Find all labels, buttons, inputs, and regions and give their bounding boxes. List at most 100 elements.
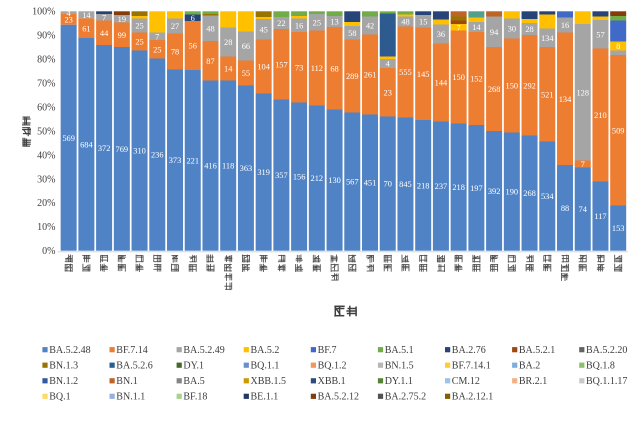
svg-text:14: 14	[224, 65, 233, 74]
svg-text:BE.1.1: BE.1.1	[251, 392, 279, 403]
svg-text:218: 218	[417, 181, 430, 190]
svg-text:509: 509	[612, 126, 625, 135]
svg-text:BA.5.2.12: BA.5.2.12	[318, 392, 359, 403]
svg-text:197: 197	[470, 184, 483, 193]
svg-text:DY.1.1: DY.1.1	[385, 376, 413, 387]
svg-text:BA.5.2.49: BA.5.2.49	[183, 345, 224, 356]
svg-text:BR.2.1: BR.2.1	[519, 376, 547, 387]
svg-text:100%: 100%	[32, 7, 55, 18]
svg-text:70%: 70%	[37, 79, 55, 90]
svg-text:268: 268	[523, 189, 536, 198]
svg-text:30%: 30%	[37, 174, 55, 185]
svg-text:845: 845	[399, 180, 412, 189]
svg-text:134: 134	[559, 95, 572, 104]
svg-text:19: 19	[118, 15, 126, 24]
svg-text:357: 357	[275, 171, 288, 180]
svg-text:CM.12: CM.12	[452, 376, 480, 387]
svg-text:DY.1: DY.1	[183, 361, 204, 372]
svg-text:128: 128	[576, 88, 589, 97]
svg-text:BN.1.5: BN.1.5	[385, 361, 414, 372]
svg-text:70: 70	[384, 180, 392, 189]
svg-text:99: 99	[118, 31, 126, 40]
svg-text:555: 555	[399, 68, 412, 77]
svg-text:68: 68	[330, 64, 338, 73]
svg-text:156: 156	[293, 173, 306, 182]
svg-text:66: 66	[242, 42, 250, 51]
svg-text:BN.1.1: BN.1.1	[116, 392, 145, 403]
svg-text:289: 289	[346, 72, 359, 81]
svg-text:90%: 90%	[37, 31, 55, 42]
svg-text:363: 363	[240, 164, 253, 173]
svg-text:28: 28	[224, 38, 232, 47]
svg-text:7: 7	[102, 13, 106, 22]
svg-text:94: 94	[490, 28, 499, 37]
svg-text:372: 372	[98, 144, 111, 153]
svg-text:BA.2.75.2: BA.2.75.2	[385, 392, 426, 403]
svg-text:BA.5.1: BA.5.1	[385, 345, 414, 356]
svg-text:80%: 80%	[37, 55, 55, 66]
svg-text:BA.5.2.20: BA.5.2.20	[586, 345, 627, 356]
svg-text:40%: 40%	[37, 150, 55, 161]
svg-text:BF.7: BF.7	[318, 345, 337, 356]
svg-text:416: 416	[204, 162, 217, 171]
svg-text:16: 16	[295, 21, 303, 30]
svg-text:BN.1: BN.1	[116, 376, 137, 387]
svg-text:236: 236	[151, 151, 164, 160]
svg-text:8: 8	[616, 42, 620, 51]
svg-text:45: 45	[259, 25, 267, 34]
svg-text:292: 292	[523, 81, 536, 90]
svg-text:13: 13	[330, 18, 338, 27]
svg-text:57: 57	[596, 30, 604, 39]
svg-text:210: 210	[594, 111, 607, 120]
svg-text:BA.5.2.48: BA.5.2.48	[49, 345, 90, 356]
svg-text:BF.7.14: BF.7.14	[116, 345, 147, 356]
svg-text:58: 58	[348, 29, 356, 38]
svg-text:25: 25	[135, 22, 143, 31]
svg-text:4: 4	[386, 60, 391, 69]
svg-text:190: 190	[506, 188, 519, 197]
svg-text:20%: 20%	[37, 198, 55, 209]
svg-text:30: 30	[508, 25, 516, 34]
svg-text:88: 88	[561, 204, 569, 213]
svg-text:BF.18: BF.18	[183, 392, 207, 403]
svg-text:237: 237	[435, 182, 448, 191]
svg-text:218: 218	[452, 183, 465, 192]
svg-text:55: 55	[242, 69, 250, 78]
svg-text:48: 48	[401, 18, 409, 27]
svg-text:373: 373	[169, 156, 182, 165]
svg-text:567: 567	[346, 178, 359, 187]
svg-text:521: 521	[541, 90, 554, 99]
svg-text:569: 569	[62, 134, 75, 143]
svg-text:152: 152	[470, 75, 483, 84]
svg-text:7: 7	[155, 32, 159, 41]
svg-text:BQ.1.1.17: BQ.1.1.17	[586, 376, 627, 387]
svg-text:392: 392	[488, 187, 501, 196]
svg-text:BA.5.2.6: BA.5.2.6	[116, 361, 152, 372]
svg-text:150: 150	[506, 82, 519, 91]
svg-text:0%: 0%	[42, 246, 55, 257]
svg-text:XBB.1.5: XBB.1.5	[251, 376, 287, 387]
svg-text:153: 153	[612, 224, 625, 233]
svg-text:BF.7.14.1: BF.7.14.1	[452, 361, 491, 372]
svg-text:BA.5.2: BA.5.2	[251, 345, 280, 356]
svg-text:23: 23	[64, 16, 72, 25]
svg-text:78: 78	[171, 48, 179, 57]
svg-text:BQ.1.2: BQ.1.2	[318, 361, 347, 372]
svg-text:319: 319	[257, 168, 270, 177]
svg-text:74: 74	[579, 205, 588, 214]
svg-text:157: 157	[275, 60, 288, 69]
svg-text:22: 22	[277, 19, 285, 28]
svg-text:BN.1.3: BN.1.3	[49, 361, 78, 372]
svg-text:44: 44	[100, 29, 109, 38]
svg-text:25: 25	[135, 38, 143, 47]
svg-text:10%: 10%	[37, 222, 55, 233]
svg-text:27: 27	[171, 22, 179, 31]
svg-text:117: 117	[594, 212, 606, 221]
svg-text:144: 144	[435, 79, 448, 88]
svg-text:73: 73	[295, 63, 303, 72]
svg-text:534: 534	[541, 192, 554, 201]
svg-text:16: 16	[561, 21, 569, 30]
svg-text:28: 28	[525, 25, 533, 34]
svg-text:14: 14	[82, 11, 91, 20]
svg-text:118: 118	[222, 162, 234, 171]
